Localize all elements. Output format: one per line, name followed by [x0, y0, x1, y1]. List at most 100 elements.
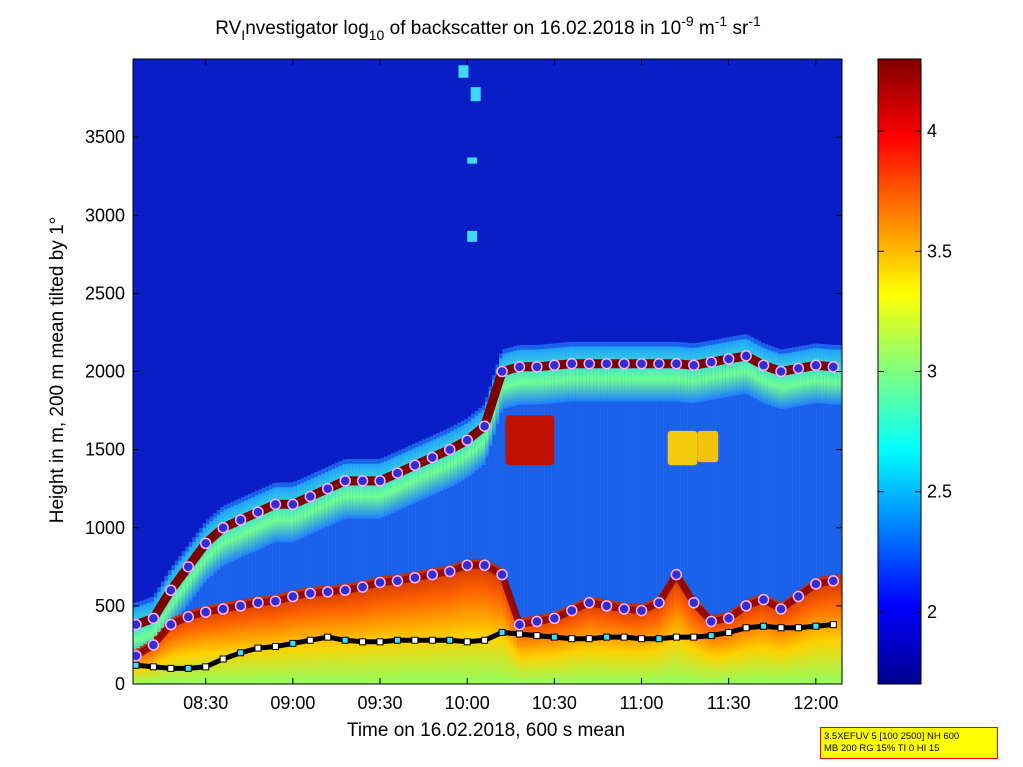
surface-layer-marker-34	[725, 628, 733, 636]
aerosol-top-marker-14	[374, 475, 386, 487]
surface-layer-marker-2	[167, 664, 175, 672]
x-tick-label-3: 10:00	[445, 693, 490, 713]
surface-layer-marker-36	[760, 622, 768, 630]
surface-layer-marker-13	[359, 638, 367, 646]
aerosol-top-marker-39	[810, 359, 822, 371]
mixing-layer-marker-12	[339, 584, 351, 596]
aerosol-top-marker-2	[165, 584, 177, 596]
heatmap-blobs	[133, 65, 842, 684]
mixing-layer-marker-20	[478, 559, 491, 571]
mixing-layer-marker-26	[583, 597, 595, 609]
y-tick-label-1: 500	[95, 596, 125, 616]
mixing-layer-marker-25	[566, 604, 578, 617]
x-axis-label: Time on 16.02.2018, 600 s mean	[347, 720, 625, 741]
yellow-block-2	[697, 430, 719, 463]
surface-layer-marker-11	[324, 633, 332, 641]
upper-feature-1	[470, 87, 481, 102]
surface-layer-marker-22	[515, 630, 523, 638]
mixing-layer-marker-30	[653, 597, 665, 609]
aerosol-top-marker-24	[548, 359, 561, 371]
mixing-layer-marker-40	[827, 575, 840, 587]
mixing-layer-marker-23	[531, 615, 543, 628]
y-axis: 0 500 1000 1500 2000 2500 3000 3500	[85, 127, 842, 694]
surface-layer-marker-25	[568, 635, 576, 643]
surface-layer-marker-24	[550, 633, 558, 641]
surface-layer-marker-1	[149, 663, 157, 671]
aerosol-top-marker-19	[461, 434, 473, 446]
aerosol-top-marker-38	[792, 362, 805, 375]
aerosol-top-marker-6	[234, 514, 247, 526]
surface-layer-marker-17	[428, 636, 436, 644]
surface-layer-marker-10	[306, 636, 314, 644]
info-line-2: MB 200 RG 15% TI 0 HI 15	[824, 743, 940, 754]
mixing-layer-marker-36	[757, 593, 770, 606]
aerosol-top-marker-5	[217, 522, 229, 534]
mixing-layer-marker-37	[775, 603, 787, 615]
mixing-layer-marker-24	[548, 612, 561, 625]
y-tick-label-0: 0	[115, 674, 125, 694]
mixing-layer-marker-3	[182, 611, 195, 623]
cbar-tick-label-0: 2	[927, 602, 937, 622]
mixing-layer-marker-21	[496, 568, 508, 581]
mixing-layer-marker-1	[147, 639, 160, 651]
surface-layer-marker-40	[829, 621, 837, 629]
mixing-layer-marker-2	[165, 618, 177, 631]
mixing-layer-marker-27	[600, 600, 613, 612]
aerosol-top-marker-17	[426, 451, 439, 464]
aerosol-top-marker-4	[199, 537, 212, 550]
mixing-layer-marker-15	[391, 575, 404, 587]
mixing-layer-marker-33	[705, 615, 718, 628]
mixing-layer-marker-34	[722, 612, 735, 625]
mixing-layer-marker-5	[217, 603, 229, 615]
aerosol-top-marker-30	[653, 357, 665, 370]
mixing-layer-marker-6	[234, 600, 247, 612]
surface-layer-marker-27	[603, 633, 611, 641]
surface-layer-marker-20	[481, 636, 489, 644]
chart-title: RVInvestigator log10 of backscatter on 1…	[215, 13, 761, 43]
aerosol-top-marker-36	[757, 359, 770, 371]
aerosol-top-marker-32	[688, 359, 700, 371]
aerosol-top-marker-27	[600, 357, 613, 370]
mixing-layer-marker-8	[269, 595, 282, 607]
cbar-tick-label-1: 2.5	[927, 482, 952, 502]
mixing-layer-marker-10	[304, 587, 317, 600]
y-tick-label-2: 1000	[85, 518, 125, 538]
surface-layer-marker-12	[341, 636, 349, 644]
aerosol-top-marker-26	[583, 357, 595, 370]
aerosol-top-marker-3	[182, 561, 195, 573]
aerosol-top-marker-1	[147, 612, 160, 625]
colorbar: 2 2.5 3 3.5 4	[877, 58, 952, 685]
mixing-layer-marker-17	[426, 568, 439, 581]
y-tick-label-4: 2000	[85, 362, 125, 382]
surface-layer-marker-4	[202, 663, 210, 671]
surface-layer-marker-28	[620, 633, 628, 641]
aerosol-top-marker-37	[775, 365, 787, 378]
aerosol-top-marker-23	[531, 361, 543, 373]
aerosol-top-marker-10	[304, 490, 317, 503]
aerosol-top-marker-33	[705, 356, 718, 368]
mixing-layer-marker-31	[670, 568, 683, 581]
mixing-layer-marker-16	[409, 572, 421, 584]
yellow-block	[667, 430, 698, 466]
surface-layer-marker-26	[585, 635, 593, 643]
y-tick-label-6: 3000	[85, 205, 125, 225]
cbar-tick-label-4: 4	[927, 121, 937, 141]
upper-feature-2	[467, 157, 478, 164]
mixing-layer-marker-13	[356, 581, 369, 593]
surface-layer-marker-23	[533, 632, 541, 640]
mixing-layer-marker-11	[321, 586, 334, 598]
upper-feature-3	[467, 230, 478, 242]
surface-layer-marker-33	[707, 632, 715, 640]
surface-layer-marker-6	[237, 649, 245, 657]
upper-feature-0	[458, 65, 469, 78]
mixing-layer-marker-4	[199, 606, 212, 618]
x-tick-label-0: 08:30	[183, 693, 228, 713]
aerosol-top-marker-21	[496, 365, 508, 378]
aerosol-top-marker-18	[444, 443, 456, 456]
aerosol-top-marker-7	[252, 506, 264, 518]
surface-layer-marker-30	[655, 635, 663, 643]
surface-layer-marker-5	[219, 655, 227, 663]
x-axis: 08:30 09:00 09:30 10:00 10:30 11:00 11:30 12:00	[183, 59, 838, 713]
x-tick-label-1: 09:00	[270, 693, 315, 713]
aerosol-top-marker-16	[409, 459, 421, 471]
